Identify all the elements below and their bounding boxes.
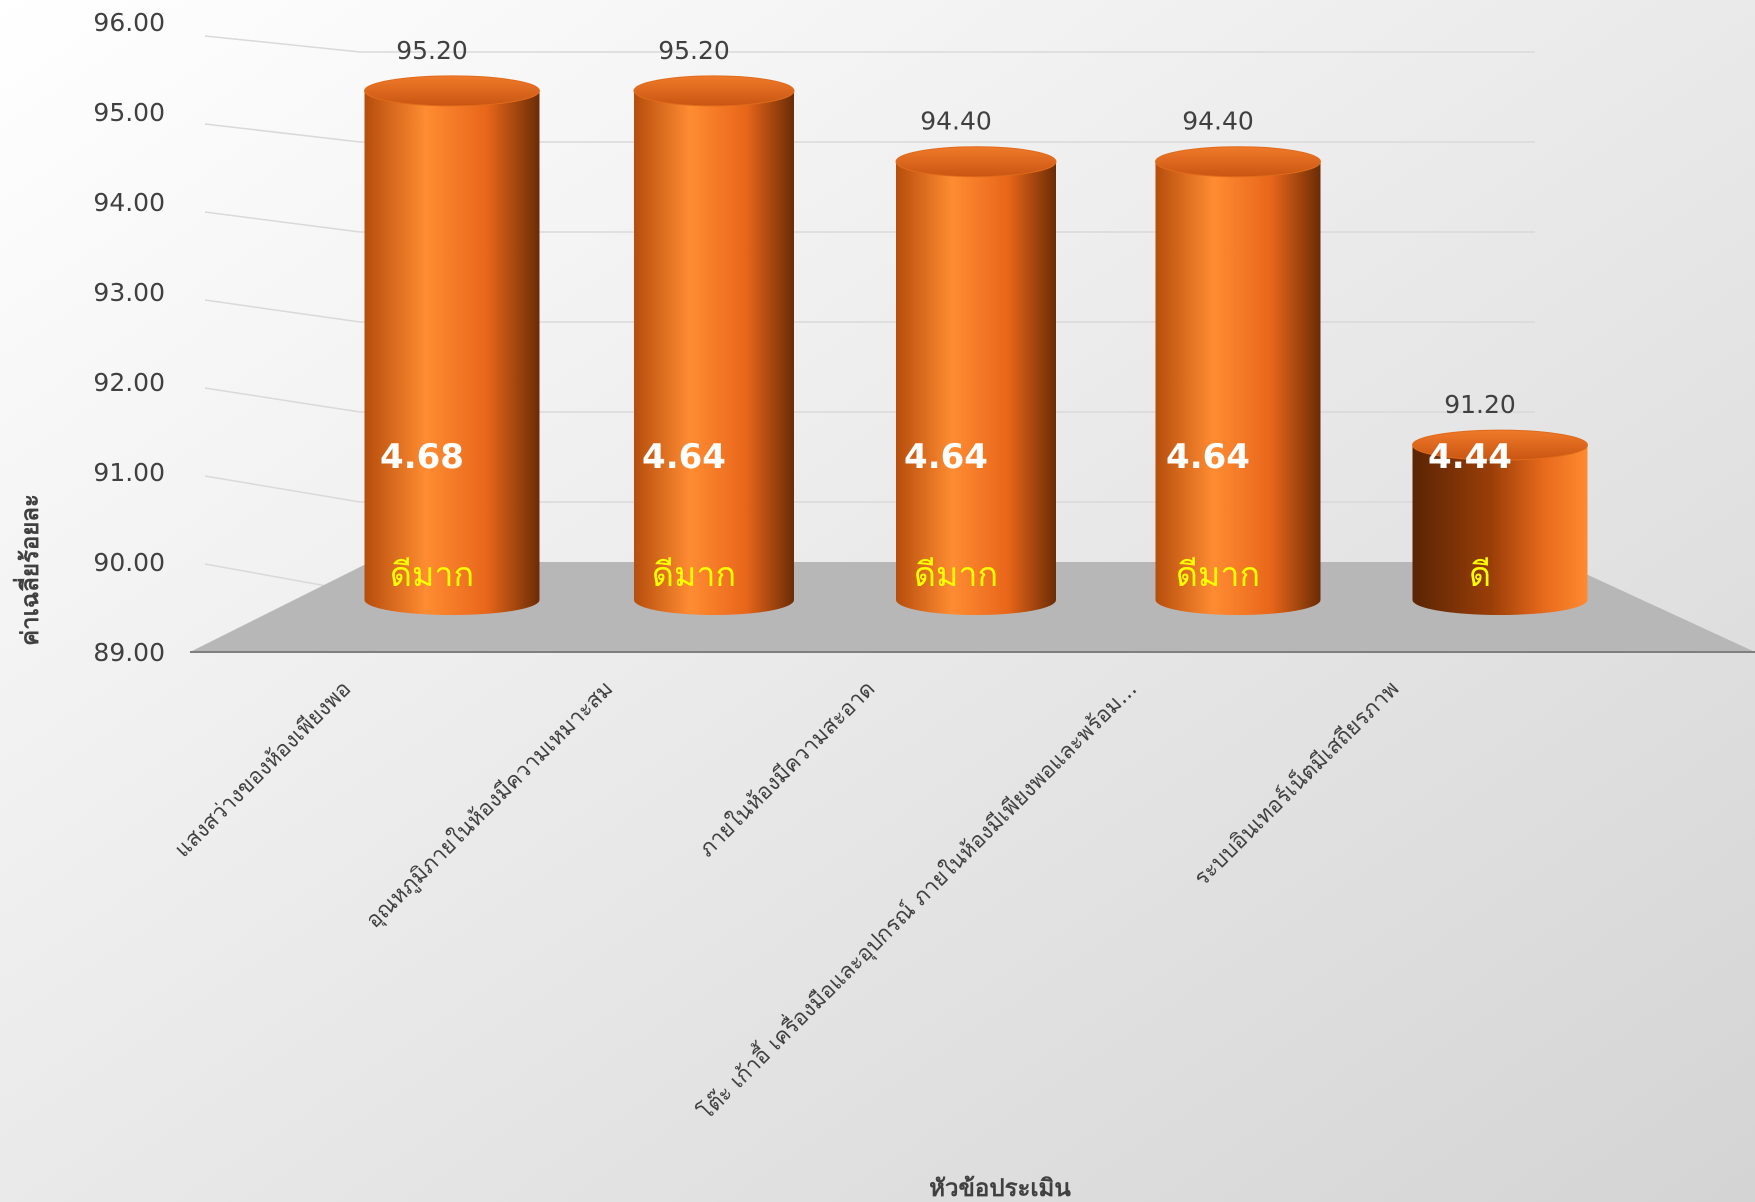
bar-top <box>633 75 795 107</box>
bar-5 <box>1412 429 1588 616</box>
mean-score-label: 4.68 <box>380 437 464 477</box>
mean-score-label: 4.64 <box>1166 437 1250 477</box>
bar-3 <box>895 146 1057 615</box>
bar-body <box>1412 445 1588 616</box>
y-tick-label: 92.00 <box>93 368 165 397</box>
y-tick-label: 90.00 <box>93 548 165 577</box>
mean-score-label: 4.64 <box>904 437 988 477</box>
bar-body <box>1155 161 1321 615</box>
level-label: ดีมาก <box>390 555 474 595</box>
gridline <box>204 299 361 323</box>
y-axis-title: ค่าเฉลี่ยร้อยละ <box>12 494 44 646</box>
level-label: ดีมาก <box>652 555 736 595</box>
y-tick-label: 93.00 <box>93 278 165 307</box>
bar-labels: 95.20 4.68 ดีมาก 95.20 4.64 ดีมาก 94.40 4.64 ดีม… <box>380 36 1516 595</box>
y-tick-label: 91.00 <box>93 458 165 487</box>
gridline <box>204 475 361 503</box>
mean-score-label: 4.44 <box>1428 437 1512 477</box>
gridline <box>204 387 361 413</box>
level-label: ดี <box>1469 555 1491 595</box>
bar-body <box>634 90 794 616</box>
gridline <box>204 123 361 143</box>
bar-body <box>364 90 540 616</box>
data-value-label: 95.20 <box>658 36 730 65</box>
bar-top <box>1155 146 1321 178</box>
gridline <box>204 211 361 233</box>
y-tick-label: 94.00 <box>93 188 165 217</box>
bar-4 <box>1155 146 1321 615</box>
y-tick-label: 89.00 <box>93 638 165 667</box>
data-value-label: 95.20 <box>396 36 468 65</box>
data-value-label: 91.20 <box>1444 390 1516 419</box>
y-tick-label: 95.00 <box>93 98 165 127</box>
data-value-label: 94.40 <box>1182 107 1254 136</box>
gridline <box>204 35 361 53</box>
bar-body <box>896 161 1056 615</box>
bar-top <box>1412 429 1588 461</box>
bar-1 <box>364 75 540 616</box>
bar-2 <box>633 75 795 616</box>
data-value-label: 94.40 <box>920 107 992 136</box>
level-label: ดีมาก <box>1176 555 1260 595</box>
level-label: ดีมาก <box>914 555 998 595</box>
y-axis-ticks: 96.00 95.00 94.00 93.00 92.00 91.00 90.00 89.00 <box>93 8 165 667</box>
mean-score-label: 4.64 <box>642 437 726 477</box>
y-tick-label: 96.00 <box>93 8 165 37</box>
bar-top <box>364 75 540 107</box>
bar-top <box>895 146 1057 178</box>
bars <box>364 75 1588 616</box>
x-axis-title: หัวข้อประเมิน <box>929 1174 1071 1202</box>
